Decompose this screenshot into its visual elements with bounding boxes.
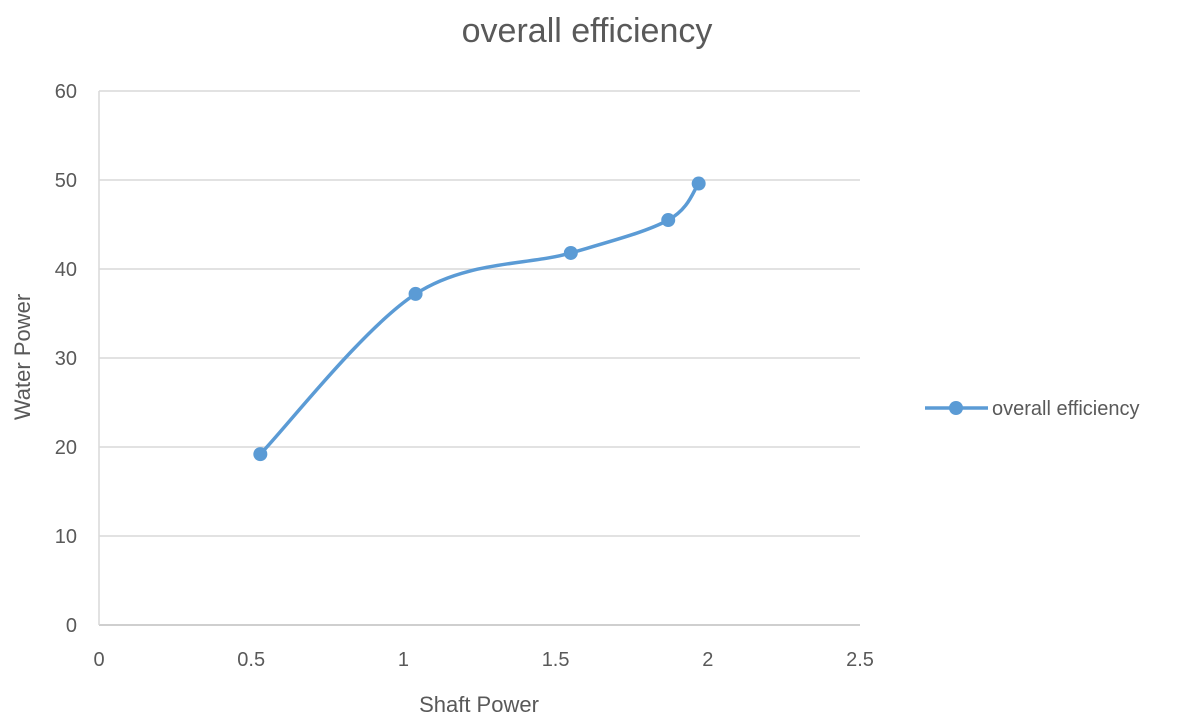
series-line (258, 181, 701, 456)
x-axis-title: Shaft Power (419, 692, 539, 717)
data-points (253, 176, 706, 462)
x-tick-label: 0.5 (237, 649, 265, 671)
y-tick-label: 10 (55, 526, 77, 548)
y-tick-labels: 0 10 20 30 40 50 60 (55, 81, 77, 637)
x-tick-label: 2.5 (846, 649, 874, 671)
y-tick-label: 60 (55, 81, 77, 103)
data-point (661, 213, 676, 228)
x-tick-labels: 0 0.5 1 1.5 2 2.5 (93, 649, 873, 671)
x-tick-label: 2 (702, 649, 713, 671)
x-tick-label: 0 (93, 649, 104, 671)
x-tick-label: 1 (398, 649, 409, 671)
legend-label: overall efficiency (992, 398, 1139, 420)
data-point (408, 286, 423, 301)
y-tick-label: 50 (55, 170, 77, 192)
x-tick-label: 1.5 (542, 649, 570, 671)
y-tick-label: 20 (55, 437, 77, 459)
chart-title: overall efficiency (462, 12, 713, 50)
y-tick-label: 0 (66, 615, 77, 637)
data-point (691, 176, 706, 191)
data-point (563, 245, 578, 260)
y-tick-label: 30 (55, 348, 77, 370)
gridlines (98, 90, 860, 626)
legend: overall efficiency (925, 398, 1139, 420)
y-tick-label: 40 (55, 259, 77, 281)
y-axis-title: Water Power (10, 294, 35, 420)
data-point (253, 447, 268, 462)
legend-point-marker (949, 401, 963, 415)
